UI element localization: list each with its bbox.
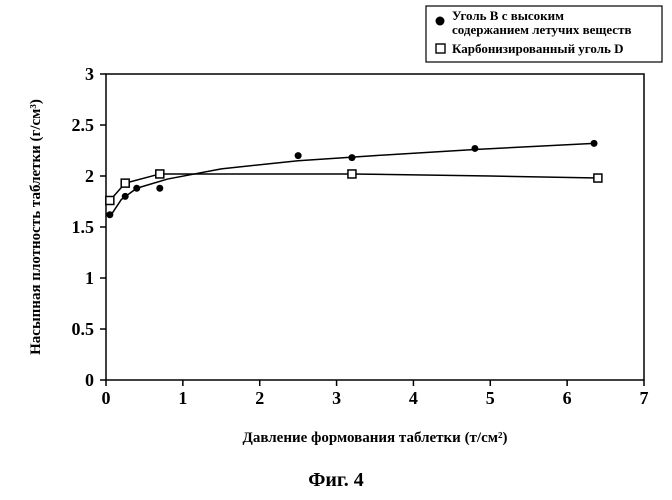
legend-label: Уголь B с высоким [452, 8, 564, 23]
data-point [133, 185, 140, 192]
y-tick-label: 2 [85, 166, 94, 186]
x-tick-label: 2 [255, 388, 264, 408]
figure: 0 1 2 3 4 5 6 7 0 0.5 1 1.5 2 2.5 3 Давление формования… [0, 0, 672, 500]
x-tick-label: 1 [178, 388, 187, 408]
data-point [121, 179, 129, 187]
x-tick-label: 7 [640, 388, 649, 408]
data-point [348, 170, 356, 178]
data-point [594, 174, 602, 182]
x-tick-label: 3 [332, 388, 341, 408]
y-tick-label: 0.5 [72, 319, 95, 339]
legend-marker-square [436, 44, 445, 53]
y-axis-label: Насыпная плотность таблетки (г/см³) [28, 99, 44, 355]
legend-marker-circle [436, 17, 445, 26]
data-point [591, 140, 598, 147]
data-point [106, 196, 114, 204]
x-tick-label: 0 [102, 388, 111, 408]
data-point [295, 152, 302, 159]
y-tick-label: 2.5 [72, 115, 95, 135]
figure-label: Фиг. 4 [308, 469, 364, 491]
data-point [106, 211, 113, 218]
y-tick-label: 1.5 [72, 217, 95, 237]
y-tick-label: 3 [85, 64, 94, 84]
data-point [122, 193, 129, 200]
x-tick-label: 4 [409, 388, 418, 408]
chart-svg: 0 1 2 3 4 5 6 7 0 0.5 1 1.5 2 2.5 3 Давление формования… [0, 0, 672, 500]
y-tick-label: 1 [85, 268, 94, 288]
legend-label: содержанием летучих веществ [452, 22, 631, 37]
data-point [471, 145, 478, 152]
x-tick-label: 5 [486, 388, 495, 408]
y-tick-label: 0 [85, 370, 94, 390]
x-tick-label: 6 [563, 388, 572, 408]
data-point [156, 170, 164, 178]
legend-label: Карбонизированный уголь D [452, 41, 624, 56]
data-point [156, 185, 163, 192]
x-axis-label: Давление формования таблетки (т/см²) [243, 430, 508, 446]
data-point [348, 154, 355, 161]
plot-border [106, 74, 644, 380]
